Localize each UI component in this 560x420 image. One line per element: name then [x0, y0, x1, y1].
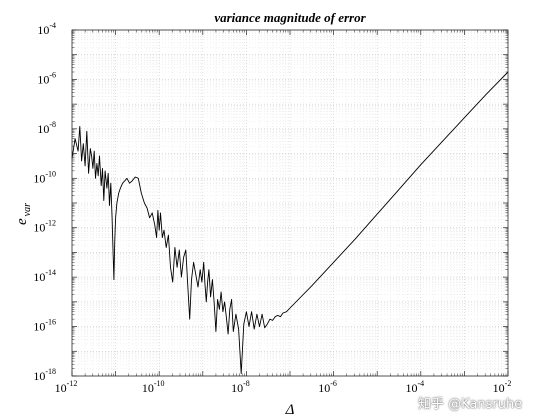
x-tick-label: 10-12	[55, 379, 78, 395]
watermark: 知乎 @Kansruhe	[418, 397, 523, 412]
axes-box	[71, 29, 509, 377]
y-tick-label: 10-10	[33, 169, 56, 185]
tick-marks	[71, 29, 509, 377]
y-tick-label: 10-4	[37, 21, 56, 37]
chart-title: variance magnitude of error	[214, 10, 366, 25]
svg-text:evar: e var	[14, 203, 33, 225]
x-tick-labels: 10-12 10-10 10-8 10-6 10-4 10-2	[55, 379, 512, 395]
y-tick-label: 10-18	[33, 367, 56, 383]
x-axis-label: Δ	[285, 402, 295, 418]
x-tick-label: 10-2	[493, 379, 512, 395]
y-axis-label-sub: var	[22, 203, 33, 216]
series-line	[71, 71, 509, 374]
y-tick-labels: 10-4 10-6 10-8 10-10 10-12 10-14 10-16 10-18	[33, 21, 56, 383]
y-axis-label: e var	[14, 203, 33, 225]
y-tick-label: 10-14	[33, 268, 56, 284]
x-tick-label: 10-8	[231, 379, 250, 395]
y-tick-label: 10-16	[33, 318, 56, 334]
y-tick-label: 10-8	[37, 120, 56, 136]
x-tick-label: 10-6	[318, 379, 337, 395]
y-axis-label-base: e	[14, 218, 30, 225]
x-tick-label: 10-10	[142, 379, 165, 395]
x-tick-label: 10-4	[405, 379, 424, 395]
y-tick-label: 10-6	[37, 70, 56, 86]
y-tick-label: 10-12	[33, 219, 56, 235]
